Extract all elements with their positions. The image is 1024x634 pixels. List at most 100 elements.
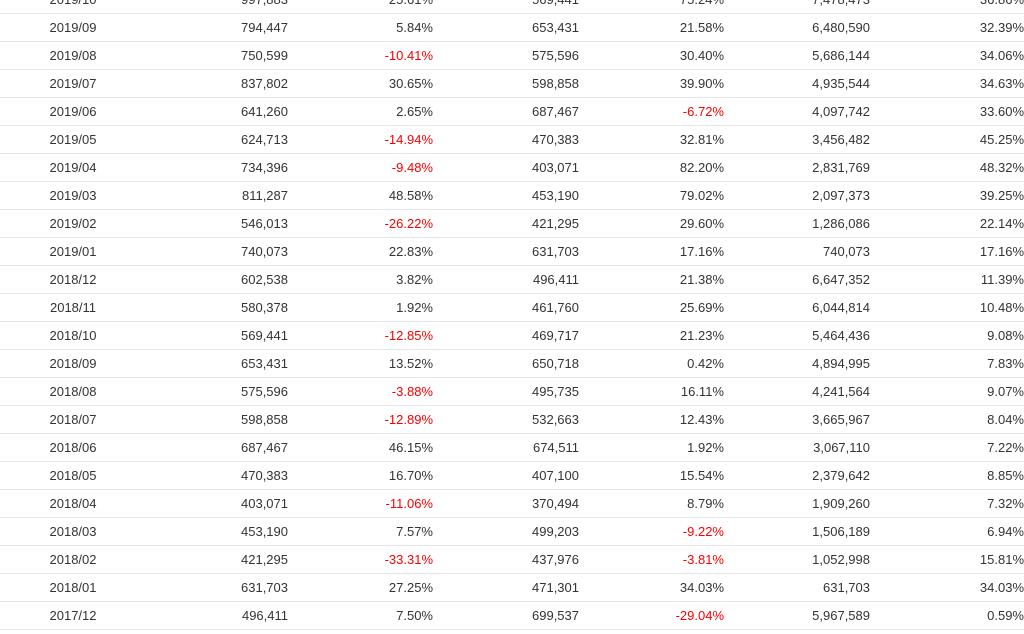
change-b-cell: 34.03% bbox=[579, 573, 724, 602]
period-cell: 2018/02 bbox=[0, 545, 146, 574]
cumulative-cell: 2,097,373 bbox=[724, 181, 870, 210]
change-b-cell: 21.58% bbox=[579, 13, 724, 42]
value-a-cell: 653,431 bbox=[146, 349, 288, 378]
cumulative-cell: 4,894,995 bbox=[724, 349, 870, 378]
cumulative-change-cell: 15.81% bbox=[870, 545, 1024, 574]
cumulative-change-cell: 39.25% bbox=[870, 181, 1024, 210]
cumulative-change-cell: 9.07% bbox=[870, 377, 1024, 406]
change-b-cell: 39.90% bbox=[579, 69, 724, 98]
value-b-cell: 370,494 bbox=[433, 489, 579, 518]
cumulative-cell: 1,052,998 bbox=[724, 545, 870, 574]
table-row: 2018/07 598,858 -12.89% 532,663 12.43% 3,665,… bbox=[0, 405, 1024, 434]
cumulative-cell: 6,647,352 bbox=[724, 265, 870, 294]
cumulative-cell: 3,067,110 bbox=[724, 433, 870, 462]
table-row: 2019/02 546,013 -26.22% 421,295 29.60% 1,286,… bbox=[0, 209, 1024, 238]
cumulative-change-cell: 34.06% bbox=[870, 41, 1024, 70]
value-b-cell: 532,663 bbox=[433, 405, 579, 434]
period-cell: 2018/08 bbox=[0, 377, 146, 406]
cumulative-change-cell: 9.08% bbox=[870, 321, 1024, 350]
change-a-cell: 1.92% bbox=[288, 293, 433, 322]
period-cell: 2019/01 bbox=[0, 237, 146, 266]
cumulative-cell: 5,967,589 bbox=[724, 601, 870, 630]
value-b-cell: 407,100 bbox=[433, 461, 579, 490]
cumulative-cell: 3,456,482 bbox=[724, 125, 870, 154]
table-row: 2019/06 641,260 2.65% 687,467 -6.72% 4,097,74… bbox=[0, 97, 1024, 126]
change-b-cell: 1.92% bbox=[579, 433, 724, 462]
value-b-cell: 471,301 bbox=[433, 573, 579, 602]
cumulative-cell: 2,379,642 bbox=[724, 461, 870, 490]
value-b-cell: 470,383 bbox=[433, 125, 579, 154]
value-b-cell: 461,760 bbox=[433, 293, 579, 322]
value-a-cell: 811,287 bbox=[146, 181, 288, 210]
change-b-cell: 15.54% bbox=[579, 461, 724, 490]
change-a-cell: 46.15% bbox=[288, 433, 433, 462]
table-row: 2017/12 496,411 7.50% 699,537 -29.04% 5,967,5… bbox=[0, 601, 1024, 630]
cumulative-cell: 4,241,564 bbox=[724, 377, 870, 406]
change-a-cell: -12.85% bbox=[288, 321, 433, 350]
cumulative-change-cell: 8.85% bbox=[870, 461, 1024, 490]
value-b-cell: 495,735 bbox=[433, 377, 579, 406]
change-a-cell: 30.65% bbox=[288, 69, 433, 98]
period-cell: 2019/08 bbox=[0, 41, 146, 70]
cumulative-cell: 2,831,769 bbox=[724, 153, 870, 182]
change-b-cell: 32.81% bbox=[579, 125, 724, 154]
change-a-cell: 2.65% bbox=[288, 97, 433, 126]
change-b-cell: 8.79% bbox=[579, 489, 724, 518]
value-b-cell: 699,537 bbox=[433, 601, 579, 630]
change-b-cell: 17.16% bbox=[579, 237, 724, 266]
period-cell: 2018/06 bbox=[0, 433, 146, 462]
cumulative-change-cell: 45.25% bbox=[870, 125, 1024, 154]
change-b-cell: 25.69% bbox=[579, 293, 724, 322]
value-b-cell: 421,295 bbox=[433, 209, 579, 238]
change-a-cell: -3.88% bbox=[288, 377, 433, 406]
period-cell: 2019/06 bbox=[0, 97, 146, 126]
change-a-cell: 25.61% bbox=[288, 0, 433, 14]
change-a-cell: 13.52% bbox=[288, 349, 433, 378]
change-a-cell: 3.82% bbox=[288, 265, 433, 294]
cumulative-change-cell: 11.39% bbox=[870, 265, 1024, 294]
value-a-cell: 750,599 bbox=[146, 41, 288, 70]
value-a-cell: 794,447 bbox=[146, 13, 288, 42]
change-a-cell: 7.57% bbox=[288, 517, 433, 546]
change-a-cell: 7.50% bbox=[288, 601, 433, 630]
change-b-cell: 30.40% bbox=[579, 41, 724, 70]
cumulative-change-cell: 33.60% bbox=[870, 97, 1024, 126]
value-b-cell: 575,596 bbox=[433, 41, 579, 70]
cumulative-cell: 5,686,144 bbox=[724, 41, 870, 70]
change-b-cell: 82.20% bbox=[579, 153, 724, 182]
value-b-cell: 403,071 bbox=[433, 153, 579, 182]
cumulative-cell: 1,506,189 bbox=[724, 517, 870, 546]
value-a-cell: 598,858 bbox=[146, 405, 288, 434]
change-b-cell: 21.38% bbox=[579, 265, 724, 294]
period-cell: 2019/05 bbox=[0, 125, 146, 154]
change-b-cell: 29.60% bbox=[579, 209, 724, 238]
table-row: 2019/03 811,287 48.58% 453,190 79.02% 2,097,3… bbox=[0, 181, 1024, 210]
value-b-cell: 674,511 bbox=[433, 433, 579, 462]
period-cell: 2018/01 bbox=[0, 573, 146, 602]
change-a-cell: -12.89% bbox=[288, 405, 433, 434]
cumulative-cell: 740,073 bbox=[724, 237, 870, 266]
table-row: 2018/06 687,467 46.15% 674,511 1.92% 3,067,11… bbox=[0, 433, 1024, 462]
change-b-cell: 16.11% bbox=[579, 377, 724, 406]
period-cell: 2019/03 bbox=[0, 181, 146, 210]
change-a-cell: 48.58% bbox=[288, 181, 433, 210]
change-a-cell: 16.70% bbox=[288, 461, 433, 490]
change-a-cell: -26.22% bbox=[288, 209, 433, 238]
period-cell: 2018/03 bbox=[0, 517, 146, 546]
change-b-cell: -6.72% bbox=[579, 97, 724, 126]
cumulative-cell: 1,286,086 bbox=[724, 209, 870, 238]
change-a-cell: 27.25% bbox=[288, 573, 433, 602]
cumulative-change-cell: 7.32% bbox=[870, 489, 1024, 518]
value-a-cell: 403,071 bbox=[146, 489, 288, 518]
table-row: 2019/10997,88325.61%569,44175.24%7,478,4… bbox=[0, 0, 1024, 14]
value-a-cell: 453,190 bbox=[146, 517, 288, 546]
period-cell: 2019/04 bbox=[0, 153, 146, 182]
cumulative-change-cell: 0.59% bbox=[870, 601, 1024, 630]
change-b-cell: 0.42% bbox=[579, 349, 724, 378]
cumulative-change-cell: 7.83% bbox=[870, 349, 1024, 378]
table-row: 2019/08 750,599 -10.41% 575,596 30.40% 5,686,… bbox=[0, 41, 1024, 70]
period-cell: 2018/07 bbox=[0, 405, 146, 434]
table-row: 2018/12 602,538 3.82% 496,411 21.38% 6,647,35… bbox=[0, 265, 1024, 294]
cumulative-cell: 4,935,544 bbox=[724, 69, 870, 98]
